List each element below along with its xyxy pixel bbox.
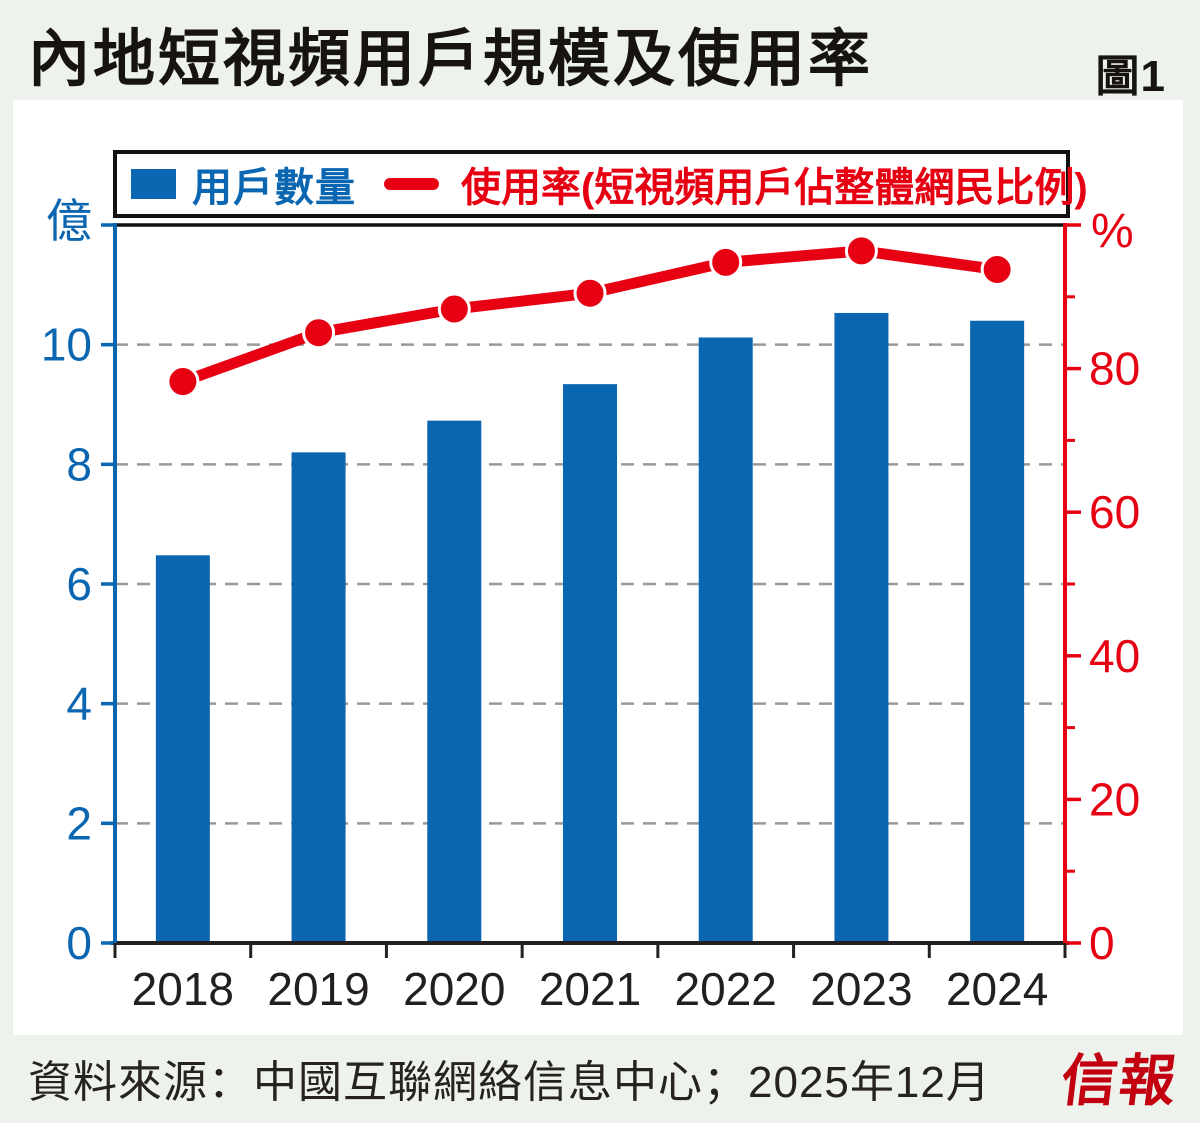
legend-item-rate: 使用率(短視頻用戶佔整體網民比例) <box>356 155 1088 213</box>
x-axis-category-label: 2022 <box>675 963 777 1015</box>
rate-point-2023 <box>844 234 878 268</box>
x-axis-category-label: 2021 <box>539 963 641 1015</box>
left-axis-tick-label: 2 <box>66 797 92 849</box>
bar-swatch-icon <box>131 169 176 199</box>
left-axis-tick-label: 0 <box>66 917 92 969</box>
right-axis-tick-label: 20 <box>1089 773 1140 825</box>
right-axis-tick-label: 80 <box>1089 343 1140 395</box>
source-note: 資料來源：中國互聯網絡信息中心；2025年12月 <box>28 1058 991 1107</box>
rate-point-2022 <box>709 245 743 279</box>
left-axis-tick-label: 10 <box>41 319 92 371</box>
left-axis-tick-label: 8 <box>66 438 92 490</box>
legend-users-label: 用戶數量 <box>192 166 356 210</box>
hkej-logo: 信報 <box>1057 1049 1182 1112</box>
x-axis-category-label: 2024 <box>946 963 1048 1015</box>
x-axis-category-label: 2023 <box>810 963 912 1015</box>
page-title: 內地短視頻用戶規模及使用率 <box>28 25 874 94</box>
x-axis-category-label: 2020 <box>403 963 505 1015</box>
right-axis-tick-label: 60 <box>1089 486 1140 538</box>
bar-2021 <box>563 384 617 943</box>
line-swatch-icon <box>384 178 439 190</box>
bar-2023 <box>834 312 889 944</box>
x-axis-category-label: 2019 <box>267 963 369 1015</box>
bar-2020 <box>427 420 482 943</box>
legend-rate-label: 使用率(短視頻用戶佔整體網民比例) <box>461 166 1088 210</box>
bar-2024 <box>970 320 1025 943</box>
rate-point-2020 <box>437 292 471 326</box>
left-axis-unit-label: 億 <box>46 195 92 247</box>
chart-legend: 用戶數量 使用率(短視頻用戶佔整體網民比例) <box>113 150 1088 218</box>
left-axis-tick-label: 6 <box>66 558 92 610</box>
right-axis-tick-label: 0 <box>1089 917 1115 969</box>
bar-2022 <box>698 337 753 943</box>
right-axis-tick-label: 40 <box>1089 630 1140 682</box>
left-axis-tick-label: 4 <box>66 678 92 730</box>
legend-item-users: 用戶數量 <box>131 155 356 213</box>
rate-point-2024 <box>980 253 1014 287</box>
figure-label: 圖1 <box>1095 52 1166 101</box>
right-axis-unit-label: % <box>1091 205 1134 258</box>
rate-point-2021 <box>573 276 607 310</box>
bar-2019 <box>291 452 346 943</box>
rate-point-2019 <box>302 316 336 350</box>
rate-point-2018 <box>166 365 200 399</box>
bar-2018 <box>155 555 210 943</box>
x-axis-category-label: 2018 <box>132 963 234 1015</box>
